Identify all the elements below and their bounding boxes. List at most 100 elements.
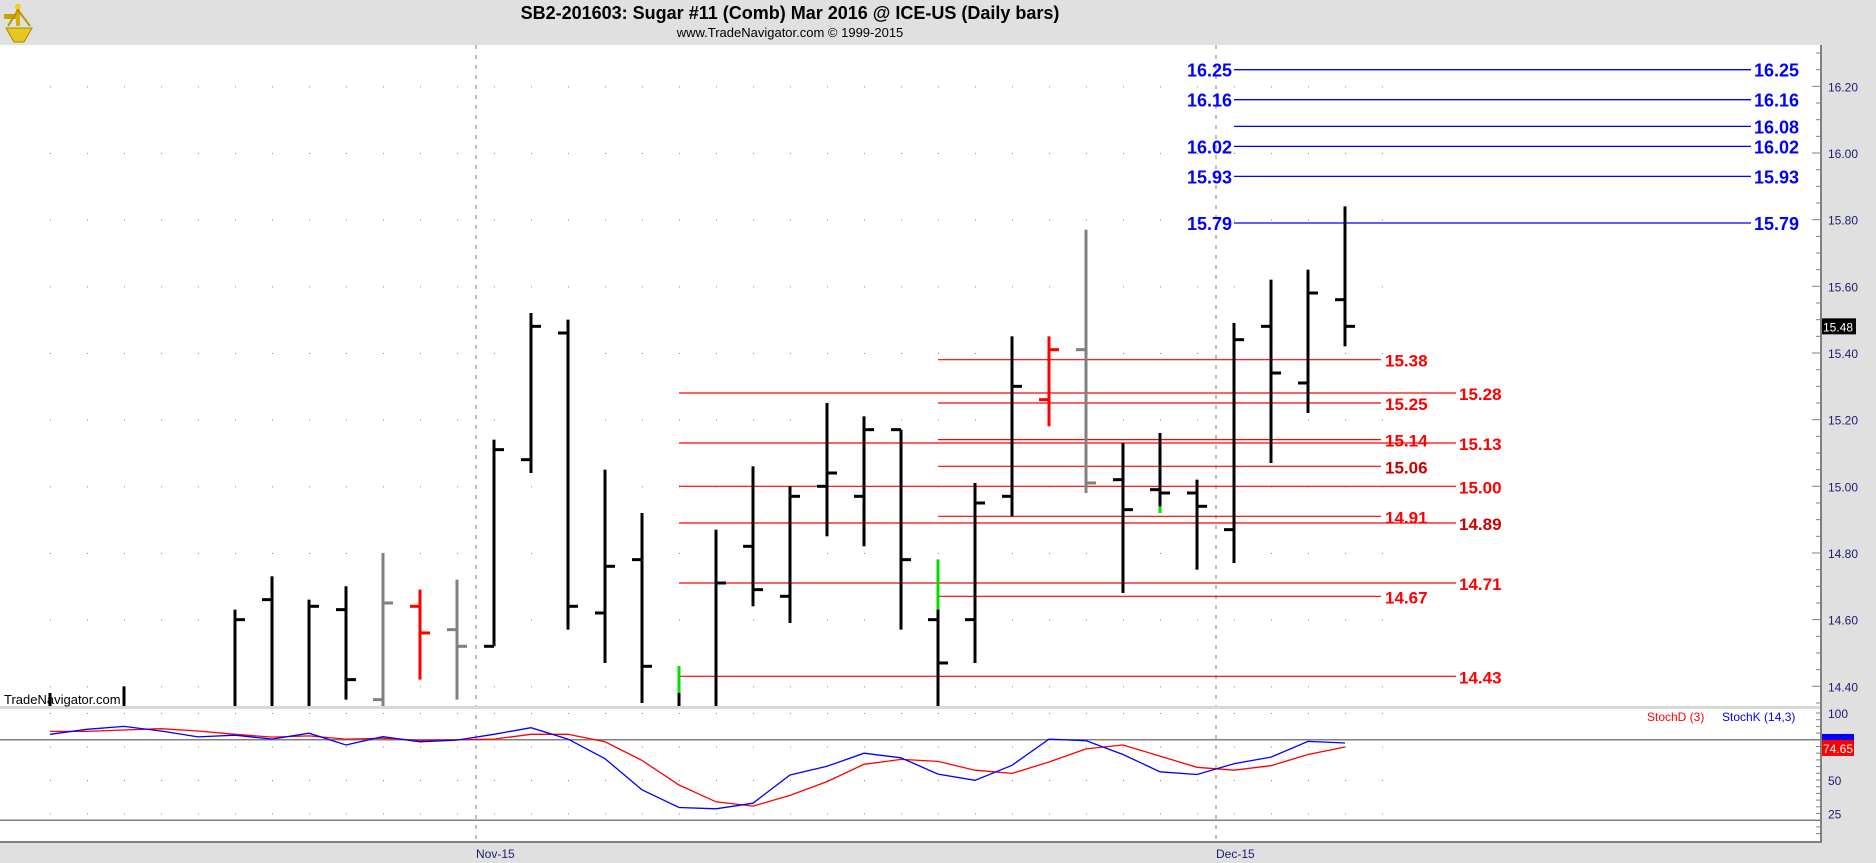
bar-close-tick xyxy=(1197,504,1207,508)
ohlc-bar xyxy=(928,559,948,706)
grid-dot xyxy=(1012,686,1013,688)
price-axis-label: 15.00 xyxy=(1828,480,1858,494)
grid-dot xyxy=(383,219,384,221)
grid-dot xyxy=(1234,746,1235,748)
grid-dot xyxy=(531,286,532,288)
red-level-label: 15.13 xyxy=(1459,435,1502,454)
grid-dot xyxy=(975,219,976,221)
grid-dot xyxy=(1049,619,1050,621)
grid-dot xyxy=(1271,813,1272,815)
bar-range xyxy=(936,559,940,706)
grid-dot xyxy=(1086,686,1087,688)
grid-dot xyxy=(124,219,125,221)
panel-separator[interactable] xyxy=(0,706,1821,709)
grid-dot xyxy=(198,813,199,815)
bar-range xyxy=(825,402,829,537)
bar-open-tick xyxy=(1150,488,1160,492)
bar-range xyxy=(1121,442,1125,593)
grid-dot xyxy=(642,486,643,488)
grid-dot xyxy=(494,86,495,88)
grid-dot xyxy=(1382,813,1383,815)
grid-dot xyxy=(938,780,939,781)
grid-dot xyxy=(235,486,236,488)
grid-dot xyxy=(642,746,643,748)
grid-dot xyxy=(383,153,384,155)
grid-dot xyxy=(420,746,421,748)
grid-dot xyxy=(50,86,51,88)
grid-dot xyxy=(457,552,458,554)
grid-dot xyxy=(642,353,643,354)
grid-dot xyxy=(642,813,643,815)
grid-dot xyxy=(346,219,347,221)
grid-dot xyxy=(272,552,273,554)
grid-dot xyxy=(420,780,421,781)
grid-dot xyxy=(1345,353,1346,354)
bar-open-tick xyxy=(410,604,420,608)
grid-dot xyxy=(346,780,347,781)
grid-dot xyxy=(1308,552,1309,554)
bar-highlight xyxy=(1158,506,1162,513)
chart-title: SB2-201603: Sugar #11 (Comb) Mar 2016 @ … xyxy=(520,3,1060,23)
grid-dot xyxy=(1234,813,1235,815)
bar-range xyxy=(1047,336,1051,427)
grid-dot xyxy=(1160,552,1161,554)
grid-dot xyxy=(864,813,865,815)
grid-dot xyxy=(235,286,236,288)
grid-dot xyxy=(494,780,495,781)
grid-dot xyxy=(827,153,828,155)
grid-dot xyxy=(1086,780,1087,781)
bar-close-tick xyxy=(346,678,356,682)
grid-dot xyxy=(642,419,643,421)
grid-dot xyxy=(605,746,606,748)
grid-dot xyxy=(901,153,902,155)
grid-dot xyxy=(1160,619,1161,621)
grid-dot xyxy=(864,86,865,88)
grid-dot xyxy=(716,219,717,221)
blue-level-label-right: 15.93 xyxy=(1754,167,1799,187)
bar-close-tick xyxy=(901,558,911,562)
ohlc-bar xyxy=(714,529,726,706)
bar-close-tick xyxy=(1123,508,1133,512)
grid-dot xyxy=(975,813,976,815)
grid-dot xyxy=(346,813,347,815)
grid-dot xyxy=(124,780,125,781)
ohlc-bar xyxy=(558,319,578,630)
grid-dot xyxy=(864,686,865,688)
bar-close-tick xyxy=(1234,338,1244,342)
grid-dot xyxy=(1345,153,1346,155)
price-axis-label: 14.60 xyxy=(1828,614,1858,628)
grid-dot xyxy=(753,286,754,288)
grid-dot xyxy=(1123,713,1124,714)
ohlc-bar xyxy=(1261,279,1281,463)
grid-dot xyxy=(1345,813,1346,815)
grid-dot xyxy=(87,686,88,688)
grid-dot xyxy=(1382,686,1383,688)
red-level-label: 15.06 xyxy=(1385,458,1428,477)
grid-dot xyxy=(1234,780,1235,781)
ohlc-bar xyxy=(233,609,245,706)
bar-range xyxy=(973,482,977,663)
grid-dot xyxy=(605,780,606,781)
ohlc-bar xyxy=(817,402,837,537)
date-label: Nov-15 xyxy=(476,847,515,861)
bar-range xyxy=(233,609,237,706)
grid-dot xyxy=(87,619,88,621)
ohlc-bar xyxy=(410,589,430,680)
grid-dot xyxy=(1086,619,1087,621)
bar-close-tick xyxy=(642,664,652,668)
ohlc-bar xyxy=(521,313,541,473)
grid-dot xyxy=(531,552,532,554)
stoch-k-legend: StochK (14,3) xyxy=(1722,710,1795,724)
grid-dot xyxy=(1308,153,1309,155)
blue-level-label-right: 16.16 xyxy=(1754,91,1799,111)
grid-dot xyxy=(1382,552,1383,554)
grid-dot xyxy=(50,780,51,781)
bar-range xyxy=(529,313,533,473)
grid-dot xyxy=(1123,746,1124,748)
grid-dot xyxy=(938,86,939,88)
grid-dot xyxy=(272,219,273,221)
bar-close-tick xyxy=(531,324,541,328)
ohlc-bar xyxy=(1150,432,1170,513)
grid-dot xyxy=(679,153,680,155)
